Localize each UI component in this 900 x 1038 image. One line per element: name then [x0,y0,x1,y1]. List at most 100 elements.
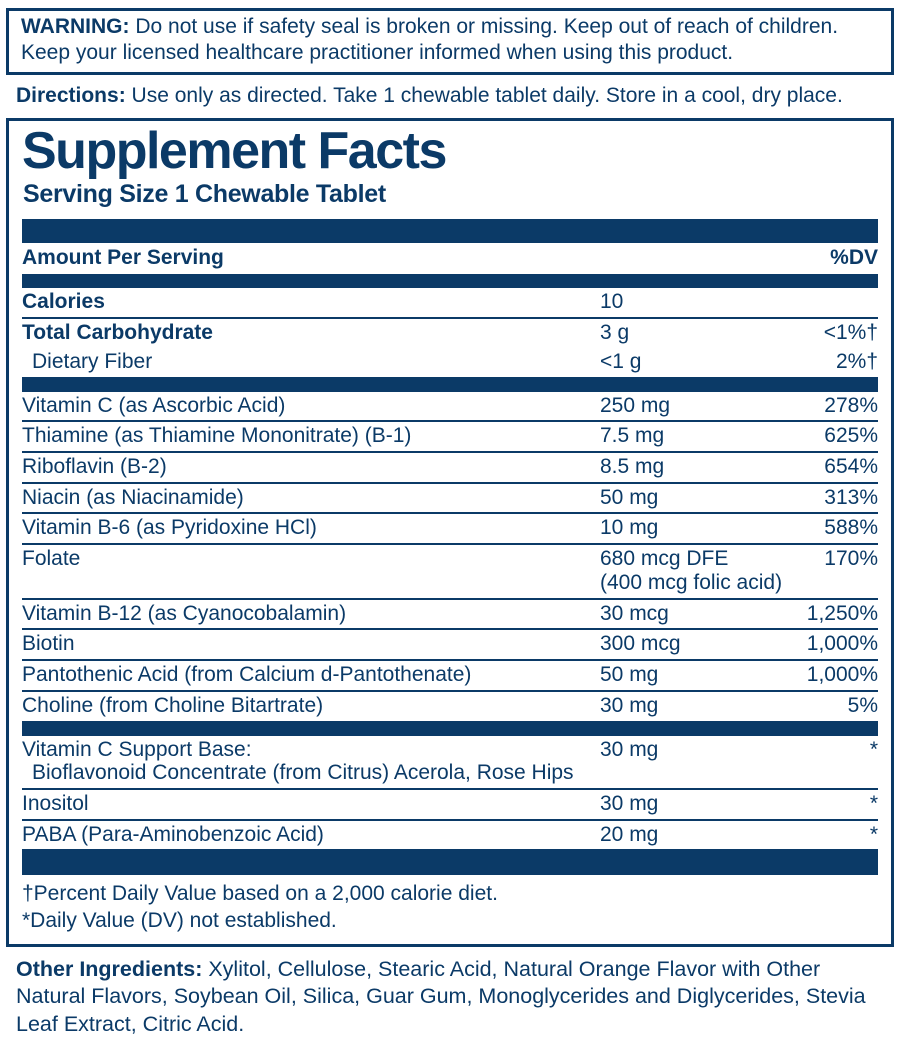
nutrient-dv: * [869,791,878,815]
row-divider [22,543,878,546]
nutrient-amount: 30 mg [600,737,659,761]
nutrient-dv: * [869,737,878,761]
footnote-daily-value: †Percent Daily Value based on a 2,000 ca… [22,882,498,906]
nutrient-amount: 300 mcg [600,632,681,656]
warning-label: WARNING: [21,15,130,38]
nutrient-dv: 1,250% [806,601,878,625]
nutrient-amount: 50 mg [600,663,659,687]
separator-bar [22,219,878,244]
nutrient-name: Choline (from Choline Bitartrate) [22,693,324,717]
row-divider [22,818,878,821]
nutrient-dv: 170% [824,547,878,571]
nutrient-name: PABA (Para-Aminobenzoic Acid) [22,822,324,846]
separator-bar [22,376,878,392]
nutrient-amount-line1: 680 mcg DFE [600,547,729,571]
serving-size: Serving Size 1 Chewable Tablet [23,180,386,209]
nutrient-name: Niacin (as Niacinamide) [22,485,244,509]
nutrient-name: Biotin [22,632,75,656]
footnotes: †Percent Daily Value based on a 2,000 ca… [22,875,878,936]
nutrient-name: Vitamin B-12 (as Cyanocobalamin) [22,601,347,625]
directions: Directions: Use only as directed. Take 1… [16,83,894,108]
nutrient-name: Pantothenic Acid (from Calcium d-Pantoth… [22,663,472,687]
table-row-folate: Folate 680 mcg DFE (400 mcg folic acid) … [22,545,878,597]
nutrient-name: Folate [22,547,81,571]
nutrient-dv: 654% [824,455,878,479]
nutrient-name-line2: Bioflavonoid Concentrate (from Citrus) A… [32,761,574,785]
table-row-paba: PABA (Para-Aminobenzoic Acid) 20 mg * [22,821,878,850]
nutrient-name: Thiamine (as Thiamine Mononitrate) (B-1) [22,424,412,448]
nutrient-dv: 1,000% [806,663,878,687]
nutrient-amount: 10 mg [600,516,659,540]
row-divider [22,451,878,454]
warning-box: WARNING: Do not use if safety seal is br… [6,8,894,76]
nutrient-amount: 680 mcg DFE (400 mcg folic acid) [600,547,824,594]
separator-bar [22,849,878,876]
nutrient-name: Riboflavin (B-2) [22,455,167,479]
nutrient-name: Total Carbohydrate [22,321,213,345]
nutrient-amount: 30 mcg [600,601,669,625]
nutrient-name: Inositol [22,791,89,815]
nutrient-name: Vitamin C Support Base: Bioflavonoid Con… [22,738,600,785]
nutrient-dv: 625% [824,424,878,448]
table-row-calories: Calories 10 [22,288,878,317]
row-divider [22,597,878,600]
nutrient-dv: 313% [824,485,878,509]
row-divider [22,512,878,515]
separator-bar [22,720,878,736]
nutrient-amount: 7.5 mg [600,424,665,448]
table-row-biotin: Biotin 300 mcg 1,000% [22,630,878,659]
warning-text: Do not use if safety seal is broken or m… [21,15,839,64]
table-row-inositol: Inositol 30 mg * [22,790,878,819]
nutrient-amount: 8.5 mg [600,455,665,479]
nutrient-dv: 278% [824,393,878,417]
nutrient-dv: * [869,822,878,846]
directions-text: Use only as directed. Take 1 chewable ta… [131,84,843,108]
table-row-vitamin-c-support-base: Vitamin C Support Base: Bioflavonoid Con… [22,736,878,788]
nutrient-name: Dietary Fiber [32,349,153,373]
nutrient-dv: 5% [847,693,878,717]
table-row-thiamine: Thiamine (as Thiamine Mononitrate) (B-1)… [22,422,878,451]
nutrient-name-line1: Vitamin C Support Base: [22,737,252,761]
nutrient-amount: 30 mg [600,693,659,717]
nutrient-dv: 2%† [835,349,878,373]
table-row-riboflavin: Riboflavin (B-2) 8.5 mg 654% [22,453,878,482]
row-divider [22,628,878,631]
other-ingredients: Other Ingredients: Xylitol, Cellulose, S… [16,956,886,1038]
nutrient-amount: 20 mg [600,822,659,846]
dv-header: %DV [830,246,878,270]
nutrient-amount: <1 g [600,349,642,373]
row-divider [22,420,878,423]
row-divider [22,317,878,320]
nutrient-name: Vitamin B-6 (as Pyridoxine HCl) [22,516,317,540]
row-divider [22,659,878,662]
nutrient-amount: 10 [600,290,624,314]
nutrient-amount-line2: (400 mcg folic acid) [600,570,783,594]
nutrient-dv: 1,000% [806,632,878,656]
row-divider [22,481,878,484]
footnote-dv-not-established: *Daily Value (DV) not established. [22,908,337,932]
nutrient-amount: 250 mg [600,393,671,417]
table-row-pantothenic-acid: Pantothenic Acid (from Calcium d-Pantoth… [22,661,878,690]
table-row-vitamin-c: Vitamin C (as Ascorbic Acid) 250 mg 278% [22,392,878,421]
nutrient-name: Calories [22,290,105,314]
nutrient-amount: 3 g [600,321,630,345]
table-row-total-carbohydrate: Total Carbohydrate 3 g <1%† [22,319,878,348]
separator-bar [22,274,878,289]
table-row-dietary-fiber: Dietary Fiber <1 g 2%† [22,348,878,377]
row-divider [22,689,878,692]
row-divider [22,787,878,790]
table-row-choline: Choline (from Choline Bitartrate) 30 mg … [22,692,878,721]
nutrient-amount: 30 mg [600,791,659,815]
nutrient-name: Vitamin C (as Ascorbic Acid) [22,393,286,417]
directions-label: Directions: [16,84,126,108]
nutrient-amount: 50 mg [600,485,659,509]
supplement-facts-panel: Supplement Facts Serving Size 1 Chewable… [6,118,894,947]
nutrient-dv: <1%† [823,321,878,345]
table-row-vitamin-b12: Vitamin B-12 (as Cyanocobalamin) 30 mcg … [22,600,878,629]
supplement-facts-title: Supplement Facts [22,122,447,181]
table-header-row: Amount Per Serving %DV [22,243,878,274]
other-ingredients-label: Other Ingredients: [16,956,203,981]
table-row-niacin: Niacin (as Niacinamide) 50 mg 313% [22,484,878,513]
amount-per-serving-header: Amount Per Serving [22,246,224,270]
nutrient-dv: 588% [824,516,878,540]
